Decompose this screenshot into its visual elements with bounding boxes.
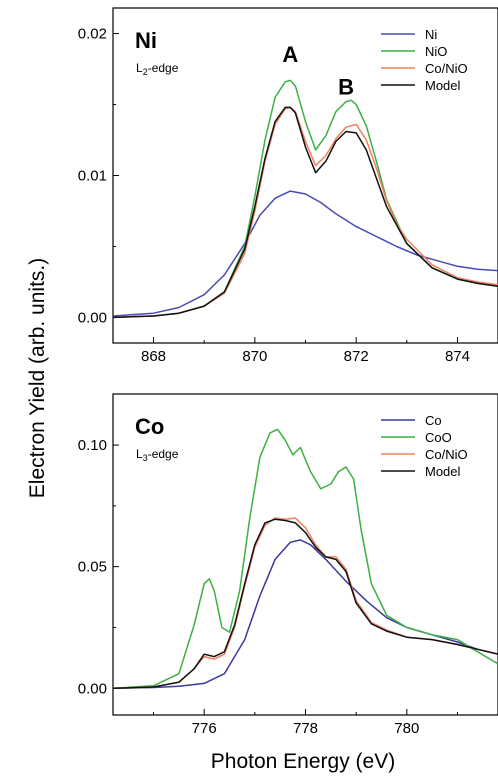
x-tick-label: 780 (394, 720, 419, 737)
edge-label: L3-edge (136, 447, 179, 463)
legend-label: NiO (425, 44, 447, 59)
x-tick-label: 776 (192, 720, 217, 737)
panel-co-l3-edge: 776 778 780 0.00 0.05 0.10 Co L3-edge Co CoO Co/Ni… (78, 393, 498, 737)
y-axis-label: Electron Yield (arb. units.) (26, 258, 49, 498)
edge-label: L2-edge (136, 61, 179, 77)
panel-ni-l2-edge: 868 870 872 874 0.00 0.01 0.02 Ni L2-edge A B Ni NiO… (78, 7, 498, 365)
peak-label-a: A (282, 42, 298, 67)
y-tick-label: 0.02 (78, 26, 107, 43)
legend-label: Co (425, 413, 442, 428)
legend-label: Co/NiO (425, 447, 468, 462)
series-line-co-nio (113, 106, 498, 319)
y-tick-label: 0.01 (78, 168, 107, 185)
legend-label: Model (425, 464, 461, 479)
y-tick-label: 0.00 (78, 680, 107, 697)
legend-label: CoO (425, 430, 452, 445)
element-label: Co (135, 414, 164, 439)
element-label: Ni (135, 28, 157, 53)
x-tick-label: 874 (445, 348, 470, 365)
x-tick-label: 872 (344, 348, 369, 365)
y-tick-label: 0.05 (78, 559, 107, 576)
x-tick-label: 870 (242, 348, 267, 365)
series-line-nio (113, 79, 498, 319)
legend-label: Model (425, 78, 461, 93)
series-line-model (113, 518, 498, 690)
legend-label: Ni (425, 27, 437, 42)
peak-label-b: B (338, 75, 354, 100)
series-line-model (113, 106, 498, 319)
series-line-coo (113, 428, 498, 690)
series-line-co-nio (113, 517, 498, 690)
legend-label: Co/NiO (425, 61, 468, 76)
series-line-co (113, 539, 498, 690)
y-tick-label: 0.00 (78, 309, 107, 326)
y-tick-label: 0.10 (78, 437, 107, 454)
series-line-ni (113, 190, 498, 317)
x-tick-label: 778 (293, 720, 318, 737)
x-tick-label: 868 (141, 348, 166, 365)
x-axis-label: Photon Energy (eV) (211, 750, 395, 773)
